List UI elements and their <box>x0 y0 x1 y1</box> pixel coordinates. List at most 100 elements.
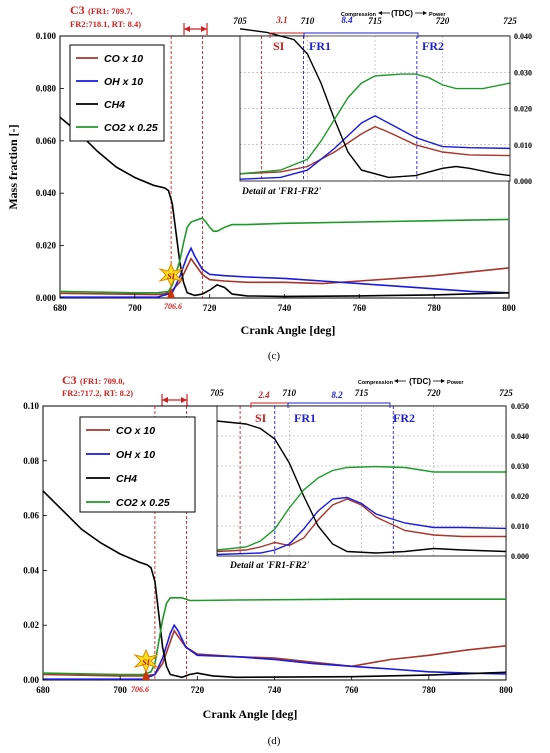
spark-angle-label: 706.6 <box>164 302 182 311</box>
y-tick-label: 0.080 <box>36 83 57 93</box>
inset-y-tick-label: 0.020 <box>514 105 532 114</box>
x-tick-labels: 680 700 720 740 760 780 800 <box>36 676 513 695</box>
panel-c: C3 (FR1: 709.7, FR2:718.1, RT: 8.4) 0.00… <box>6 3 532 362</box>
y-axis-title: Mass fraction [-] <box>6 124 20 209</box>
rt-bracket <box>183 23 208 35</box>
inset-x-tick-label: 715 <box>355 388 369 398</box>
x-tick-label: 780 <box>427 303 441 313</box>
legend-label: CH4 <box>116 473 137 485</box>
inset-rt-label: 8.2 <box>331 390 343 400</box>
spark-label: SI <box>167 272 175 281</box>
x-tick-label: 740 <box>278 303 292 313</box>
inset-si-label: SI <box>273 39 285 53</box>
series-line-co-x-10 <box>59 257 510 296</box>
inset-compression-label: Compression <box>341 12 377 18</box>
inset-series <box>216 420 507 556</box>
series-line-ch4 <box>59 116 510 298</box>
case-label: C3 <box>70 3 85 17</box>
legend-label: CO x 10 <box>104 53 143 65</box>
inset-y-tick-label: 0.050 <box>511 402 529 411</box>
inset-y-tick-label: 0.040 <box>511 432 529 441</box>
inset-detail-label: Detail at 'FR1-FR2' <box>229 561 310 571</box>
inset-y-tick-label: 0.000 <box>514 177 532 186</box>
case-info-line1: (FR1: 709.0, <box>80 376 125 386</box>
legend: CO x 10 OH x 10 CH4 CO2 x 0.25 <box>69 44 165 142</box>
inset-series-line-ch4 <box>216 420 507 554</box>
spark-label: SI <box>142 658 150 667</box>
y-tick-label: 0.100 <box>36 31 57 41</box>
inset-si-duration-label: 2.4 <box>257 390 270 400</box>
inset-x-tick-label: 710 <box>301 16 315 26</box>
series-line-oh-x-10 <box>43 623 507 680</box>
x-tick-label: 760 <box>353 303 367 313</box>
main-vlines <box>170 36 204 298</box>
case-label: C3 <box>62 373 77 387</box>
inset-detail-label: Detail at 'FR1-FR2' <box>241 187 322 197</box>
inset-y-tick-labels: 0.000 0.010 0.020 0.030 0.040 0.050 <box>511 402 529 561</box>
x-tick-labels: 680 700 720 740 760 780 800 <box>53 294 516 313</box>
inset-y-tick-label: 0.040 <box>514 32 532 41</box>
inset-series-line-co-x-10 <box>216 498 506 553</box>
inset-x-tick-label: 705 <box>233 16 247 26</box>
y-tick-label: 0.040 <box>36 188 57 198</box>
x-tick-label: 700 <box>128 303 142 313</box>
x-tick-label: 700 <box>113 685 127 695</box>
inset-series-line-oh-x-10 <box>239 115 511 180</box>
panel-caption: (d) <box>268 735 281 747</box>
legend-label: OH x 10 <box>104 76 143 88</box>
inset-x-tick-labels: 705 710 715 720 725 <box>233 16 517 26</box>
inset-series-line-co-x-10 <box>239 125 511 175</box>
panel-d: C3 (FR1: 709.0, FR2:717.2, RT: 8.2) 0.00… <box>23 373 529 747</box>
inset-x-tick-label: 720 <box>427 388 441 398</box>
inset-power-label: Power <box>447 380 464 386</box>
y-tick-label: 0.08 <box>23 456 39 466</box>
y-tick-label: 0.04 <box>23 565 39 575</box>
inset-x-tick-label: 710 <box>283 388 297 398</box>
spark-icon: SI <box>134 649 158 680</box>
inset-y-tick-labels: 0.000 0.010 0.020 0.030 0.040 <box>514 32 532 186</box>
y-tick-label: 0.00 <box>23 675 39 685</box>
y-tick-labels: 0.000 0.020 0.040 0.060 0.080 0.100 <box>36 31 64 303</box>
inset: Compression (TDC) Power 705 710 715 720 725 … <box>233 9 532 197</box>
inset-x-tick-label: 725 <box>499 388 513 398</box>
inset-grid <box>217 406 506 556</box>
legend: CO x 10 OH x 10 CH4 CO2 x 0.25 <box>79 416 196 513</box>
inset-x-tick-label: 705 <box>210 388 224 398</box>
inset-x-tick-labels: 705 710 715 720 725 <box>210 388 513 398</box>
inset-frame <box>216 405 507 557</box>
inset-tdc-label: (TDC) <box>391 9 413 18</box>
inset-y-tick-label: 0.010 <box>511 522 529 531</box>
y-tick-label: 0.06 <box>23 511 39 521</box>
inset-y-tick-label: 0.010 <box>514 141 532 150</box>
x-tick-label: 760 <box>345 685 359 695</box>
legend-label: CH4 <box>104 99 125 111</box>
y-tick-label: 0.020 <box>36 241 57 251</box>
x-tick-label: 720 <box>203 303 217 313</box>
legend-label: OH x 10 <box>116 449 155 461</box>
x-tick-label: 720 <box>191 685 205 695</box>
x-axis-title: Crank Angle [deg] <box>241 323 336 337</box>
inset-fr1-label: FR1 <box>309 39 331 53</box>
inset-fr2-label: FR2 <box>422 39 444 53</box>
inset-x-tick-label: 715 <box>368 16 382 26</box>
panel-caption: (c) <box>268 350 281 362</box>
x-tick-label: 680 <box>36 685 50 695</box>
inset-vlines <box>261 36 418 181</box>
x-tick-label: 800 <box>499 685 513 695</box>
x-tick-label: 740 <box>268 685 282 695</box>
y-tick-labels: 0.00 0.02 0.04 0.06 0.08 0.10 <box>23 401 47 685</box>
x-tick-label: 680 <box>53 303 67 313</box>
inset-grid <box>240 36 510 181</box>
inset-fr2-label: FR2 <box>393 411 415 425</box>
inset-compression-label: Compression <box>358 380 394 386</box>
case-info-line2: FR2:718.1, RT: 8.4) <box>70 19 141 29</box>
y-tick-label: 0.02 <box>23 620 39 630</box>
inset-top-axis-label: Compression (TDC) Power <box>358 377 465 386</box>
x-tick-label: 780 <box>422 685 436 695</box>
legend-label: CO2 x 0.25 <box>116 497 170 509</box>
inset-y-tick-label: 0.030 <box>514 68 532 77</box>
legend-label: CO x 10 <box>116 425 155 437</box>
inset-y-tick-label: 0.000 <box>511 552 529 561</box>
inset-si-duration-label: 3.1 <box>275 15 287 25</box>
